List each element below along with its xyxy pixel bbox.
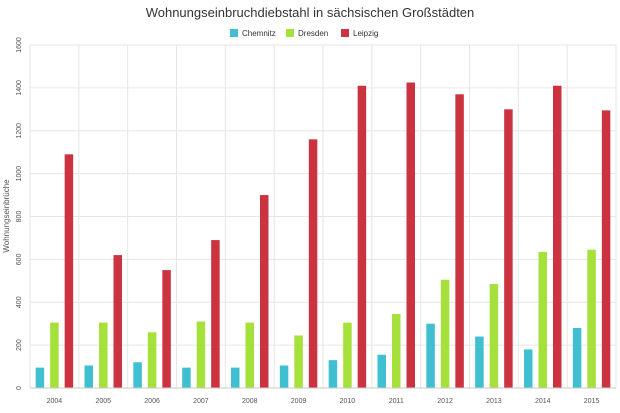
bar-leipzig-2014 bbox=[553, 85, 562, 388]
y-tick-label: 1000 bbox=[16, 166, 23, 182]
bar-chemnitz-2008 bbox=[231, 367, 240, 388]
y-tick-label: 400 bbox=[16, 296, 23, 308]
bar-chemnitz-2013 bbox=[475, 336, 484, 388]
bar-dresden-2008 bbox=[245, 322, 254, 388]
legend-label-leipzig: Leipzig bbox=[353, 29, 378, 38]
x-tick-label: 2012 bbox=[437, 398, 453, 405]
bar-chemnitz-2005 bbox=[84, 365, 93, 388]
y-tick-label: 1600 bbox=[16, 37, 23, 53]
bar-dresden-2009 bbox=[294, 335, 303, 388]
bar-chemnitz-2006 bbox=[133, 362, 142, 388]
chart-title: Wohnungseinbruchdiebstahl in sächsischen… bbox=[146, 5, 475, 20]
bar-dresden-2004 bbox=[50, 322, 59, 388]
bar-dresden-2005 bbox=[99, 322, 108, 388]
x-tick-label: 2008 bbox=[242, 398, 258, 405]
legend-label-dresden: Dresden bbox=[298, 29, 328, 38]
bar-leipzig-2008 bbox=[260, 195, 269, 388]
x-tick-label: 2004 bbox=[47, 398, 63, 405]
x-tick-label: 2007 bbox=[193, 398, 209, 405]
legend-swatch-dresden bbox=[286, 29, 294, 37]
y-tick-label: 800 bbox=[16, 211, 23, 223]
y-tick-label: 600 bbox=[16, 253, 23, 265]
bar-dresden-2006 bbox=[147, 332, 157, 388]
bars bbox=[35, 82, 611, 389]
y-axis-label: Wohnungseinbrüche bbox=[2, 179, 11, 253]
bar-chemnitz-2004 bbox=[35, 367, 45, 388]
x-tick-label: 2011 bbox=[389, 398, 404, 405]
bar-leipzig-2004 bbox=[64, 154, 74, 388]
bar-chemnitz-2009 bbox=[279, 365, 289, 388]
y-tick-label: 0 bbox=[16, 386, 23, 390]
bar-chemnitz-2007 bbox=[182, 367, 191, 388]
bar-leipzig-2009 bbox=[308, 139, 318, 388]
bar-leipzig-2005 bbox=[113, 255, 122, 388]
bar-chemnitz-2015 bbox=[572, 327, 582, 388]
x-tick-label: 2009 bbox=[291, 398, 307, 405]
x-tick-label: 2014 bbox=[535, 398, 551, 405]
y-tick-label: 1400 bbox=[16, 80, 23, 96]
x-tick-label: 2010 bbox=[340, 398, 356, 405]
legend-label-chemnitz: Chemnitz bbox=[242, 29, 276, 38]
bar-leipzig-2013 bbox=[504, 109, 513, 388]
axes: 0 200 400 600 800 1000 1200 1400 1600 2004 2005 200… bbox=[16, 37, 616, 405]
bar-leipzig-2012 bbox=[455, 94, 464, 389]
x-tick-label: 2013 bbox=[486, 398, 502, 405]
bar-leipzig-2007 bbox=[211, 240, 220, 388]
y-tick-label: 200 bbox=[16, 339, 23, 351]
bar-leipzig-2006 bbox=[162, 270, 171, 388]
bar-dresden-2007 bbox=[196, 321, 206, 388]
bar-chemnitz-2012 bbox=[426, 323, 435, 388]
x-tick-label: 2015 bbox=[584, 398, 600, 405]
grid bbox=[29, 44, 617, 389]
legend: Chemnitz Dresden Leipzig bbox=[230, 29, 378, 38]
x-tick-label: 2006 bbox=[144, 398, 160, 405]
bar-dresden-2011 bbox=[392, 314, 401, 388]
bar-chemnitz-2011 bbox=[377, 354, 386, 388]
bar-dresden-2014 bbox=[538, 251, 547, 388]
legend-swatch-chemnitz bbox=[230, 29, 238, 37]
bar-dresden-2010 bbox=[343, 322, 352, 388]
x-tick-label: 2005 bbox=[95, 398, 111, 405]
bar-chemnitz-2010 bbox=[328, 360, 338, 388]
bar-chemnitz-2014 bbox=[524, 349, 533, 388]
bar-dresden-2015 bbox=[587, 249, 596, 388]
bar-leipzig-2010 bbox=[357, 85, 367, 388]
y-tick-label: 1200 bbox=[16, 123, 23, 139]
bar-leipzig-2015 bbox=[601, 110, 611, 389]
bar-dresden-2013 bbox=[489, 284, 499, 388]
bar-leipzig-2011 bbox=[406, 82, 415, 388]
legend-swatch-leipzig bbox=[341, 29, 349, 37]
bar-dresden-2012 bbox=[440, 279, 450, 388]
